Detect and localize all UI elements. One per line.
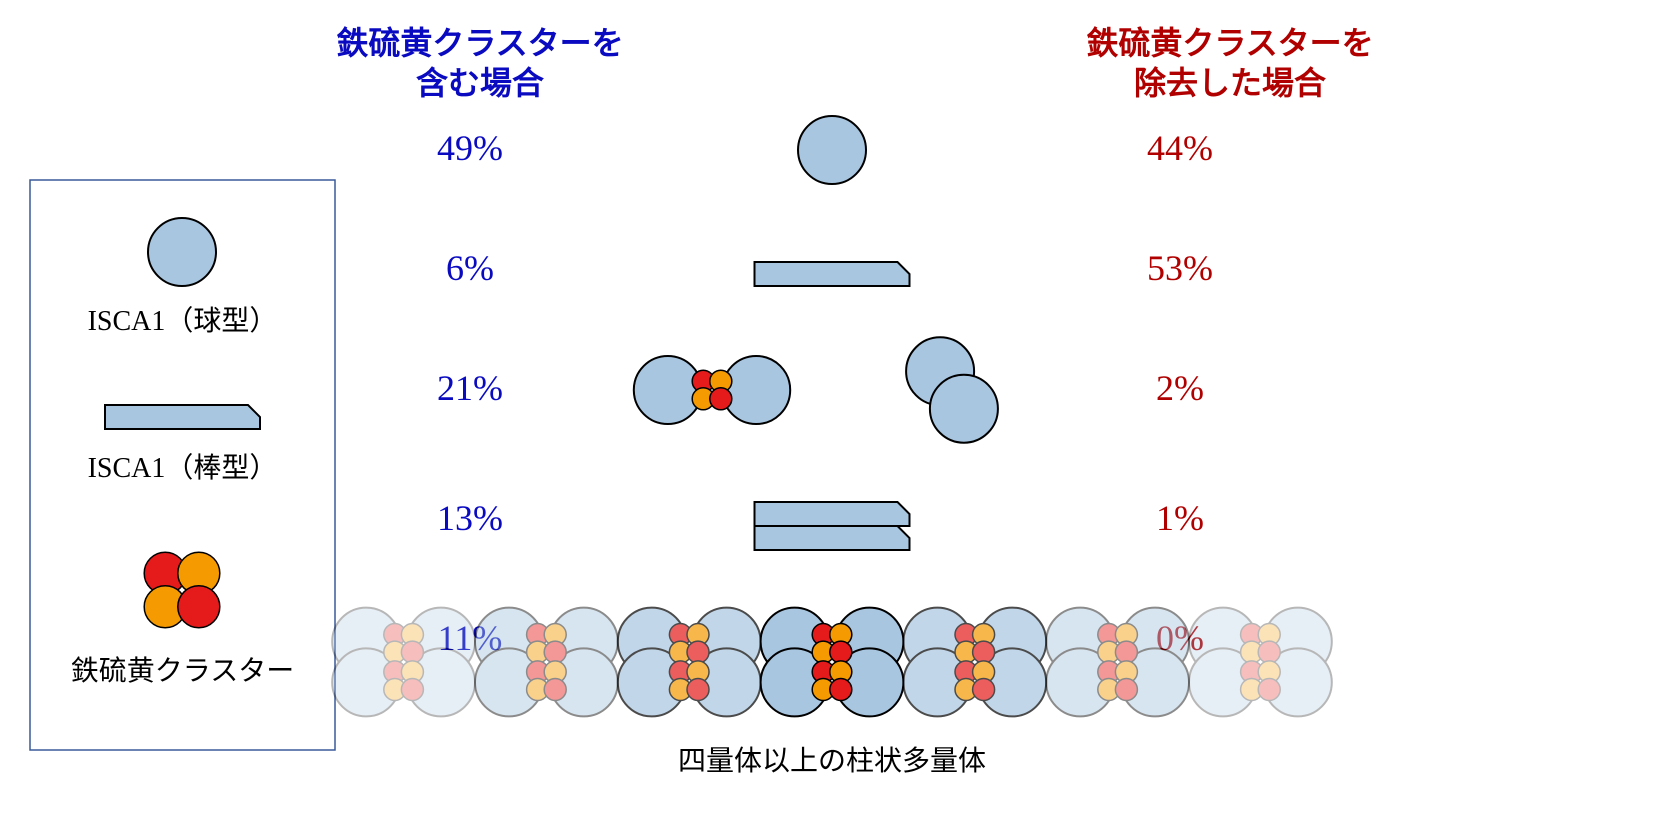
pct-left-row2: 21% (437, 368, 503, 408)
isca1-sphere (634, 356, 702, 424)
diagram-rod-dimer (755, 502, 910, 550)
isca1-sphere (930, 375, 998, 443)
header-right: 除去した場合 (1134, 65, 1326, 101)
fe-s-cluster (384, 624, 424, 664)
fe-s-cluster (669, 624, 709, 664)
isca1-rod (755, 526, 910, 550)
polymer-unit (903, 608, 1046, 717)
polymer-unit (761, 608, 904, 717)
diagram-sphere-monomer (798, 116, 866, 184)
isca1-rod (755, 502, 910, 526)
fe-s-cluster (812, 624, 852, 664)
fe-s-cluster (144, 552, 220, 628)
diagram-rod-monomer (755, 262, 910, 286)
fe-s-cluster (527, 661, 567, 701)
cluster-atom (401, 641, 423, 663)
fe-s-cluster (1241, 624, 1281, 664)
isca1-sphere (798, 116, 866, 184)
pct-left-row3: 13% (437, 498, 503, 538)
cluster-atom (710, 388, 732, 410)
fe-s-cluster (669, 661, 709, 701)
cluster-atom (830, 679, 852, 701)
fe-s-cluster (527, 624, 567, 664)
pct-left-row0: 49% (437, 128, 503, 168)
cluster-atom (830, 641, 852, 663)
pct-right-row1: 53% (1147, 248, 1213, 288)
polymer-unit (475, 608, 618, 717)
fe-s-cluster (812, 661, 852, 701)
legend-item (144, 552, 220, 628)
fe-s-cluster (692, 370, 732, 410)
cluster-atom (687, 679, 709, 701)
pct-right-row2: 2% (1156, 368, 1204, 408)
cluster-atom (178, 586, 220, 628)
cluster-atom (1115, 679, 1137, 701)
header-left: 鉄硫黄クラスターを (336, 25, 623, 61)
fe-s-cluster (384, 661, 424, 701)
fe-s-cluster (1098, 661, 1138, 701)
isca1-rod (755, 262, 910, 286)
legend-label: ISCA1（棒型） (88, 452, 278, 484)
fe-s-cluster (1098, 624, 1138, 664)
polymer-unit (618, 608, 761, 717)
pct-right-row0: 44% (1147, 128, 1213, 168)
polymer-unit (1189, 608, 1332, 717)
legend-label: ISCA1（球型） (88, 305, 278, 337)
cluster-atom (973, 641, 995, 663)
fe-s-cluster (955, 661, 995, 701)
cluster-atom (544, 679, 566, 701)
isca1-sphere (722, 356, 790, 424)
header-left: 含む場合 (416, 65, 544, 101)
pct-left-row1: 6% (446, 248, 494, 288)
header-right: 鉄硫黄クラスターを (1086, 25, 1373, 61)
diagram-dimer-row (634, 337, 998, 442)
legend-item (105, 405, 260, 429)
cluster-atom (973, 679, 995, 701)
fe-s-cluster (955, 624, 995, 664)
cluster-atom (1258, 641, 1280, 663)
polymer-unit (332, 608, 475, 717)
cluster-atom (1258, 679, 1280, 701)
fe-s-cluster (1241, 661, 1281, 701)
legend-item (148, 218, 216, 286)
pct-right-row3: 1% (1156, 498, 1204, 538)
polymer-unit (1046, 608, 1189, 717)
cluster-atom (544, 641, 566, 663)
isca1-sphere (148, 218, 216, 286)
cluster-atom (1115, 641, 1137, 663)
isca1-rod (105, 405, 260, 429)
diagram-polymer (332, 608, 1332, 717)
legend-label: 鉄硫黄クラスター (71, 655, 294, 687)
cluster-atom (687, 641, 709, 663)
polymer-caption: 四量体以上の柱状多量体 (678, 745, 986, 777)
cluster-atom (401, 679, 423, 701)
